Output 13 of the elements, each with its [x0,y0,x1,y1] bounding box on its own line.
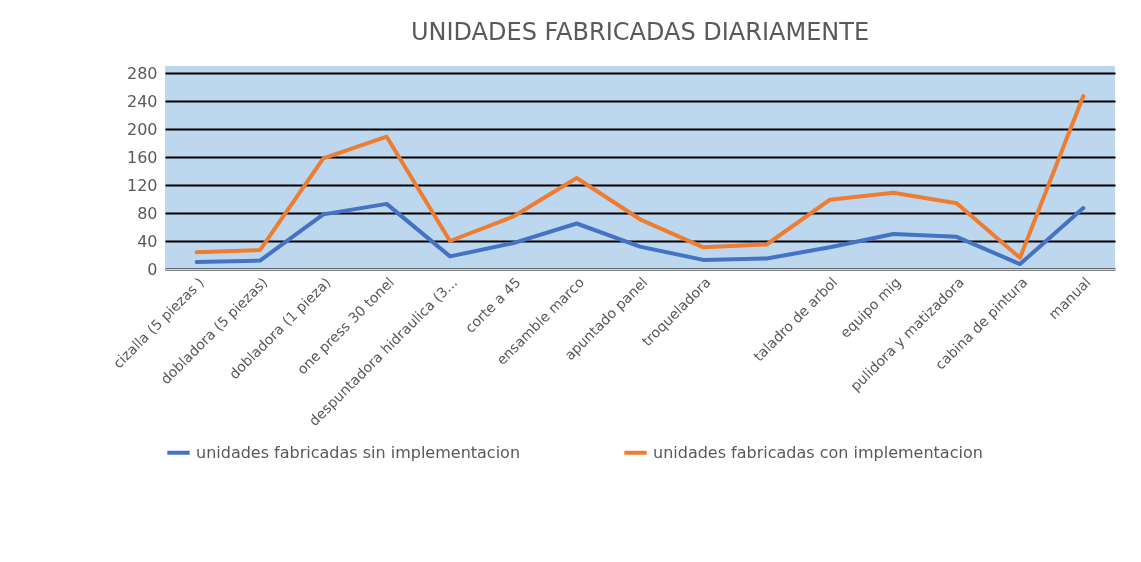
line-series [194,201,1086,267]
y-tick-label: 240 [126,91,158,111]
y-tick-label: 80 [137,203,158,223]
y-tick-label: 0 [147,259,158,279]
y-tick-label: 280 [126,63,158,83]
legend-label: unidades fabricadas sin implementacion [196,442,521,462]
y-tick-label: 200 [126,119,158,139]
legend-label: unidades fabricadas con implementacion [653,442,983,462]
y-tick-label: 160 [126,147,158,167]
y-tick-label: 120 [126,175,158,195]
line-series [194,94,1086,260]
chart-title: UNIDADES FABRICADAS DIARIAMENTE [410,18,870,46]
y-tick-label: 40 [137,231,158,251]
